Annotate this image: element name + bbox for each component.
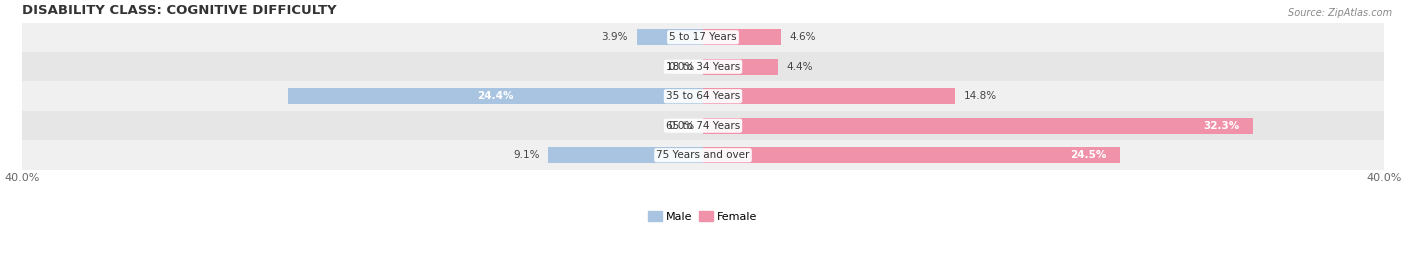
Text: 14.8%: 14.8% [963, 91, 997, 101]
Bar [22, 140, 1384, 170]
Bar [22, 23, 1384, 52]
Text: 0.0%: 0.0% [668, 62, 695, 72]
Bar [22, 82, 1384, 111]
Bar [287, 88, 703, 104]
Text: Source: ZipAtlas.com: Source: ZipAtlas.com [1288, 8, 1392, 18]
Text: 4.4%: 4.4% [786, 62, 813, 72]
Text: 75 Years and over: 75 Years and over [657, 150, 749, 160]
Text: 5 to 17 Years: 5 to 17 Years [669, 32, 737, 42]
Text: 24.4%: 24.4% [477, 91, 513, 101]
Bar [703, 118, 1253, 134]
Text: 4.6%: 4.6% [790, 32, 817, 42]
Bar [637, 29, 703, 45]
Legend: Male, Female: Male, Female [644, 207, 762, 226]
Text: 24.5%: 24.5% [1070, 150, 1107, 160]
Text: 32.3%: 32.3% [1204, 121, 1240, 131]
Bar [703, 147, 1121, 163]
Bar [22, 52, 1384, 82]
Text: 0.0%: 0.0% [668, 121, 695, 131]
Text: 3.9%: 3.9% [602, 32, 628, 42]
Text: 18 to 34 Years: 18 to 34 Years [666, 62, 740, 72]
Bar [548, 147, 703, 163]
Bar [22, 111, 1384, 140]
Bar [703, 59, 778, 75]
Text: 35 to 64 Years: 35 to 64 Years [666, 91, 740, 101]
Text: 9.1%: 9.1% [513, 150, 540, 160]
Text: 65 to 74 Years: 65 to 74 Years [666, 121, 740, 131]
Bar [703, 88, 955, 104]
Text: DISABILITY CLASS: COGNITIVE DIFFICULTY: DISABILITY CLASS: COGNITIVE DIFFICULTY [22, 4, 336, 17]
Bar [703, 29, 782, 45]
